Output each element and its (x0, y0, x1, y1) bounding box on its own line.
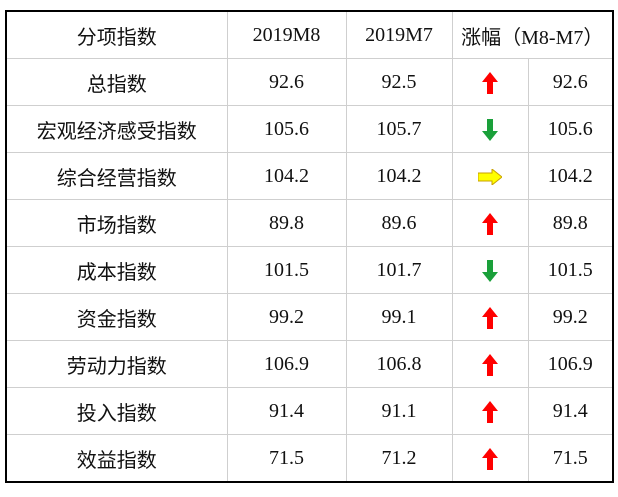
row-name: 综合经营指数 (5, 152, 228, 200)
row-name: 市场指数 (5, 199, 228, 247)
trend-up-arrow-icon (482, 70, 498, 94)
row-name: 成本指数 (5, 246, 228, 294)
trend-up-arrow-icon (482, 352, 498, 376)
table-row: 效益指数 71.5 71.2 71.5 (5, 434, 615, 483)
row-name: 效益指数 (5, 434, 228, 483)
trend-arrow-cell (451, 152, 529, 200)
row-m8-value: 71.5 (226, 434, 347, 483)
index-table-body: 分项指数 2019M8 2019M7 涨幅（M8-M7） 总指数 92.6 92.5… (5, 10, 615, 483)
row-m8-value: 91.4 (226, 387, 347, 435)
row-change-value: 89.8 (527, 199, 615, 247)
table-row: 劳动力指数 106.9 106.8 106.9 (5, 340, 615, 388)
trend-arrow-cell (451, 340, 529, 388)
trend-down-arrow-icon (482, 117, 498, 141)
header-m8: 2019M8 (226, 10, 347, 59)
row-name: 劳动力指数 (5, 340, 228, 388)
row-m7-value: 92.5 (345, 58, 453, 106)
row-m7-value: 101.7 (345, 246, 453, 294)
row-m7-value: 105.7 (345, 105, 453, 153)
row-change-value: 104.2 (527, 152, 615, 200)
row-m7-value: 89.6 (345, 199, 453, 247)
row-change-value: 71.5 (527, 434, 615, 483)
trend-up-arrow-icon (482, 399, 498, 423)
header-change: 涨幅（M8-M7） (451, 10, 615, 59)
trend-flat-arrow-icon (478, 165, 502, 187)
trend-arrow-cell (451, 58, 529, 106)
trend-down-arrow-icon (482, 258, 498, 282)
trend-arrow-cell (451, 293, 529, 341)
table-row: 成本指数 101.5 101.7 101.5 (5, 246, 615, 294)
trend-up-arrow-icon (482, 446, 498, 470)
row-name: 投入指数 (5, 387, 228, 435)
row-change-value: 91.4 (527, 387, 615, 435)
trend-arrow-cell (451, 246, 529, 294)
row-m8-value: 89.8 (226, 199, 347, 247)
row-m8-value: 104.2 (226, 152, 347, 200)
table-row: 总指数 92.6 92.5 92.6 (5, 58, 615, 106)
table-row: 宏观经济感受指数 105.6 105.7 105.6 (5, 105, 615, 153)
index-table: 分项指数 2019M8 2019M7 涨幅（M8-M7） 总指数 92.6 92.5… (5, 10, 615, 483)
row-change-value: 105.6 (527, 105, 615, 153)
row-change-value: 106.9 (527, 340, 615, 388)
header-change-range: （M8-M7） (501, 26, 604, 49)
header-name: 分项指数 (5, 10, 228, 59)
row-m7-value: 91.1 (345, 387, 453, 435)
row-m8-value: 99.2 (226, 293, 347, 341)
trend-arrow-cell (451, 434, 529, 483)
header-row: 分项指数 2019M8 2019M7 涨幅（M8-M7） (5, 10, 615, 59)
row-m8-value: 92.6 (226, 58, 347, 106)
trend-arrow-cell (451, 387, 529, 435)
row-m7-value: 104.2 (345, 152, 453, 200)
row-name: 资金指数 (5, 293, 228, 341)
table-row: 综合经营指数 104.2 104.2 104.2 (5, 152, 615, 200)
row-m8-value: 101.5 (226, 246, 347, 294)
table-row: 市场指数 89.8 89.6 89.8 (5, 199, 615, 247)
row-change-value: 92.6 (527, 58, 615, 106)
header-change-prefix: 涨幅 (461, 24, 502, 49)
row-m7-value: 99.1 (345, 293, 453, 341)
trend-arrow-cell (451, 105, 529, 153)
row-m7-value: 71.2 (345, 434, 453, 483)
row-m8-value: 106.9 (226, 340, 347, 388)
row-change-value: 99.2 (527, 293, 615, 341)
header-m7: 2019M7 (345, 10, 453, 59)
trend-up-arrow-icon (482, 211, 498, 235)
row-name: 总指数 (5, 58, 228, 106)
table-row: 投入指数 91.4 91.1 91.4 (5, 387, 615, 435)
trend-arrow-cell (451, 199, 529, 247)
row-name: 宏观经济感受指数 (5, 105, 228, 153)
row-m7-value: 106.8 (345, 340, 453, 388)
trend-up-arrow-icon (482, 305, 498, 329)
row-m8-value: 105.6 (226, 105, 347, 153)
row-change-value: 101.5 (527, 246, 615, 294)
table-row: 资金指数 99.2 99.1 99.2 (5, 293, 615, 341)
